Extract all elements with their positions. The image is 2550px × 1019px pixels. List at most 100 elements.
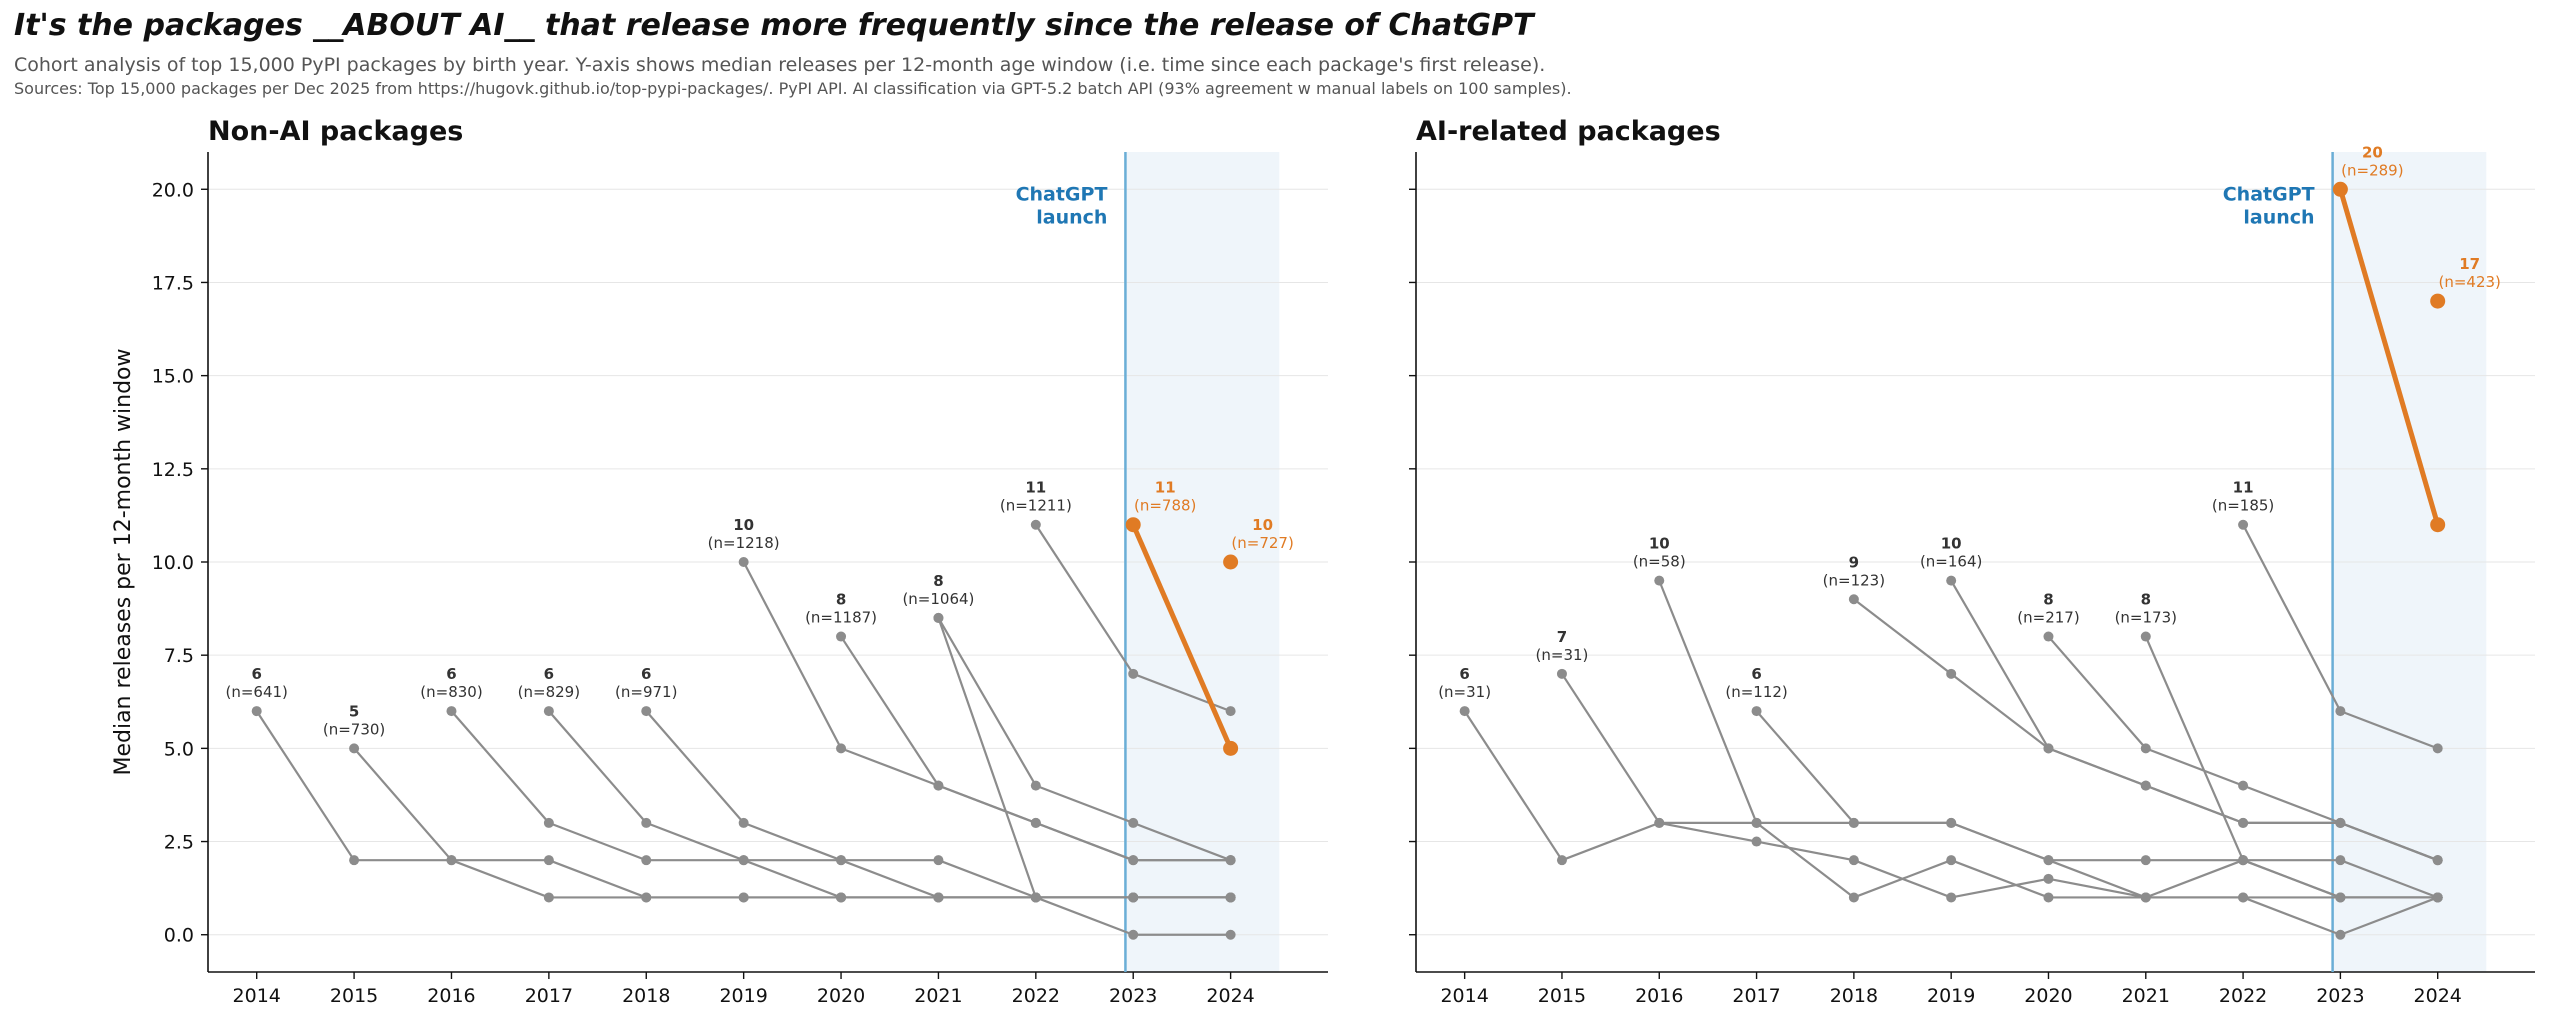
cohort-point-2020 <box>2335 817 2346 828</box>
cohort-point-2016 <box>1848 892 1859 903</box>
cohort-point-2022 <box>2335 706 2346 717</box>
x-tick-label: 2021 <box>914 985 962 1007</box>
cohort-start-n-2018: (n=123) <box>1823 571 1885 589</box>
cohort-start-n-2021: (n=1064) <box>902 590 974 608</box>
cohort-start-n-2022: (n=1211) <box>1000 497 1072 515</box>
cohort-point-2014 <box>1556 855 1567 866</box>
cohort-point <box>1030 780 1041 791</box>
cohort-line-2016 <box>450 710 1231 899</box>
x-tick-label: 2015 <box>1538 985 1586 1007</box>
cohort-point-2017 <box>2335 855 2346 866</box>
x-tick-label: 2022 <box>1012 985 1060 1007</box>
cohort-point-2019 <box>836 743 847 754</box>
cohort-point-2018 <box>641 706 652 717</box>
cohort-point-2017 <box>2043 855 2054 866</box>
cohort-point-2022 <box>1225 706 1236 717</box>
cohort-point-2016 <box>933 855 944 866</box>
cohort-start-value-2018: 6 <box>641 665 651 683</box>
cohort-point-2020 <box>2238 780 2249 791</box>
cohort-start-n-2014: (n=641) <box>225 683 287 701</box>
cohort-start-n-2015: (n=31) <box>1536 646 1589 664</box>
cohort-point-2017 <box>543 706 554 717</box>
cohort-point-2020 <box>933 780 944 791</box>
cohort-start-value-2021: 8 <box>2141 591 2151 609</box>
cohort-point-2016 <box>2238 892 2249 903</box>
cohort-point-2014 <box>251 706 262 717</box>
chatgpt-launch-label: ChatGPT launch <box>1016 183 1108 228</box>
x-tick-label: 2021 <box>2122 985 2170 1007</box>
cohort-point-2016 <box>543 817 554 828</box>
cohort-start-n-2019: (n=1218) <box>708 534 780 552</box>
cohort-start-value-2014: 6 <box>251 665 261 683</box>
cohort-point-2023 <box>2332 181 2348 197</box>
chatgpt-launch-label-line: ChatGPT <box>2223 183 2315 205</box>
cohort-point-2020 <box>1225 855 1236 866</box>
cohort-point-2018 <box>1848 594 1859 605</box>
x-tick-label: 2023 <box>2316 985 2364 1007</box>
chatgpt-launch-label-line: launch <box>1036 206 1107 228</box>
cohort-point-2022 <box>1030 519 1041 530</box>
cohort-start-value-2022: 11 <box>2233 479 2254 497</box>
panel-non-ai: 0.0 2.5 5.0 7.5 10.0 12.5 15.0 17.5 20.0 2014 2015… <box>111 116 1328 1007</box>
cohort-point-2021 <box>933 612 944 623</box>
cohort-line-2023 <box>2337 188 2441 526</box>
y-tick-label: 20.0 <box>152 179 194 201</box>
cohort-start-value-2016: 10 <box>1649 535 1670 553</box>
cohort-point-2019 <box>1946 575 1957 586</box>
x-tick-label: 2019 <box>719 985 767 1007</box>
cohort-start-n-2021: (n=173) <box>2115 609 2177 627</box>
cohort-start-value-2021: 8 <box>933 572 943 590</box>
cohort-line-2015 <box>353 747 1231 899</box>
cohort-start-n-2017: (n=829) <box>518 683 580 701</box>
cohort-point-2022 <box>2238 519 2249 530</box>
cohort-start-value-2019: 10 <box>733 516 754 534</box>
cohort-start-n-2023: (n=289) <box>2341 161 2403 179</box>
cohort-start-value-2024: 17 <box>2459 255 2480 273</box>
cohort-point-2020 <box>836 631 847 642</box>
cohort-start-n-2016: (n=58) <box>1633 553 1686 571</box>
cohort-point-2016 <box>641 855 652 866</box>
cohort-point-2016 <box>446 706 457 717</box>
y-tick-label: 5.0 <box>164 738 194 760</box>
panel-title: AI-related packages <box>1416 116 1721 147</box>
cohort-point-2020 <box>1128 855 1139 866</box>
x-tick-label: 2018 <box>1830 985 1878 1007</box>
panel-ai: 2014 2015 2016 2017 2018 2019 2020 2021 2022 2023… <box>1409 116 2535 1007</box>
chart-subtitle: Cohort analysis of top 15,000 PyPI packa… <box>14 54 1546 76</box>
cohort-point-2018 <box>1128 892 1139 903</box>
cohort-point-2015 <box>349 743 360 754</box>
cohort-point-2018 <box>1225 892 1236 903</box>
cohort-point-2015 <box>2043 873 2054 884</box>
cohort-start-value-2015: 5 <box>349 702 359 720</box>
cohort-line-extra <box>937 617 1232 862</box>
cohort-point-2015 <box>1556 668 1567 679</box>
cohort-point-2015 <box>1751 836 1762 847</box>
cohort-point-2021 <box>2140 631 2151 642</box>
x-tick-label: 2016 <box>427 985 475 1007</box>
cohort-point-2015 <box>1654 817 1665 828</box>
cohort-point-2015 <box>446 855 457 866</box>
cohort-point-2015 <box>1946 892 1957 903</box>
cohort-point-2022 <box>1128 668 1139 679</box>
cohort-point <box>1128 817 1139 828</box>
cohort-point-2021 <box>1128 929 1139 940</box>
cohort-point-2017 <box>641 817 652 828</box>
cohort-start-value-2020: 8 <box>2043 591 2053 609</box>
cohort-line-2017 <box>1755 710 2439 899</box>
cohort-start-n-2024: (n=727) <box>1231 534 1293 552</box>
cohort-point-2023 <box>2430 517 2446 533</box>
cohort-start-value-2023: 20 <box>2362 143 2383 161</box>
cohort-point-2016 <box>1946 855 1957 866</box>
cohort-point-2020 <box>2140 743 2151 754</box>
x-tick-label: 2019 <box>1927 985 1975 1007</box>
cohort-start-n-2016: (n=830) <box>420 683 482 701</box>
cohort-point-2016 <box>2140 892 2151 903</box>
cohort-start-n-2020: (n=1187) <box>805 609 877 627</box>
cohort-start-n-2024: (n=423) <box>2438 273 2500 291</box>
chart-sources: Sources: Top 15,000 packages per Dec 202… <box>14 79 1572 98</box>
x-tick-label: 2014 <box>1440 985 1488 1007</box>
cohort-start-value-2017: 6 <box>1751 665 1761 683</box>
cohort-start-n-2023: (n=788) <box>1134 497 1196 515</box>
cohort-point-2021 <box>1030 892 1041 903</box>
